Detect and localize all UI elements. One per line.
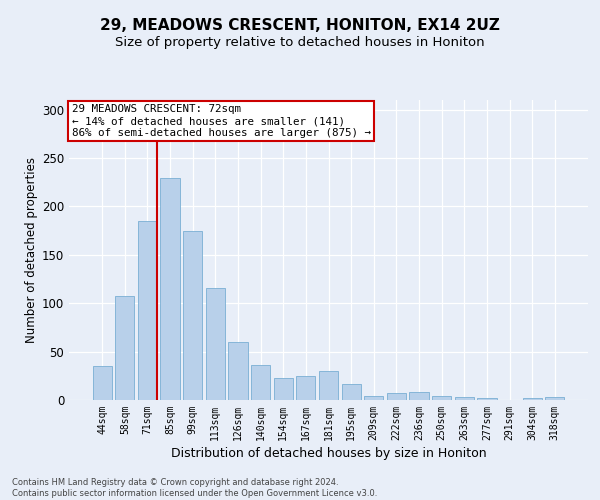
- Bar: [319, 371, 338, 400]
- Text: 29 MEADOWS CRESCENT: 72sqm
← 14% of detached houses are smaller (141)
86% of sem: 29 MEADOWS CRESCENT: 72sqm ← 14% of deta…: [71, 104, 371, 138]
- Bar: [206, 288, 225, 400]
- Bar: [409, 392, 428, 400]
- Text: 29, MEADOWS CRESCENT, HONITON, EX14 2UZ: 29, MEADOWS CRESCENT, HONITON, EX14 2UZ: [100, 18, 500, 32]
- Bar: [523, 398, 542, 400]
- X-axis label: Distribution of detached houses by size in Honiton: Distribution of detached houses by size …: [170, 447, 487, 460]
- Bar: [274, 378, 293, 400]
- Bar: [296, 376, 316, 400]
- Bar: [477, 398, 497, 400]
- Bar: [229, 342, 248, 400]
- Bar: [115, 296, 134, 400]
- Bar: [455, 397, 474, 400]
- Bar: [251, 365, 270, 400]
- Text: Contains HM Land Registry data © Crown copyright and database right 2024.
Contai: Contains HM Land Registry data © Crown c…: [12, 478, 377, 498]
- Bar: [138, 221, 157, 400]
- Text: Size of property relative to detached houses in Honiton: Size of property relative to detached ho…: [115, 36, 485, 49]
- Bar: [341, 384, 361, 400]
- Bar: [387, 393, 406, 400]
- Bar: [545, 397, 565, 400]
- Bar: [183, 230, 202, 400]
- Bar: [160, 178, 180, 400]
- Bar: [364, 396, 383, 400]
- Y-axis label: Number of detached properties: Number of detached properties: [25, 157, 38, 343]
- Bar: [92, 366, 112, 400]
- Bar: [432, 396, 451, 400]
